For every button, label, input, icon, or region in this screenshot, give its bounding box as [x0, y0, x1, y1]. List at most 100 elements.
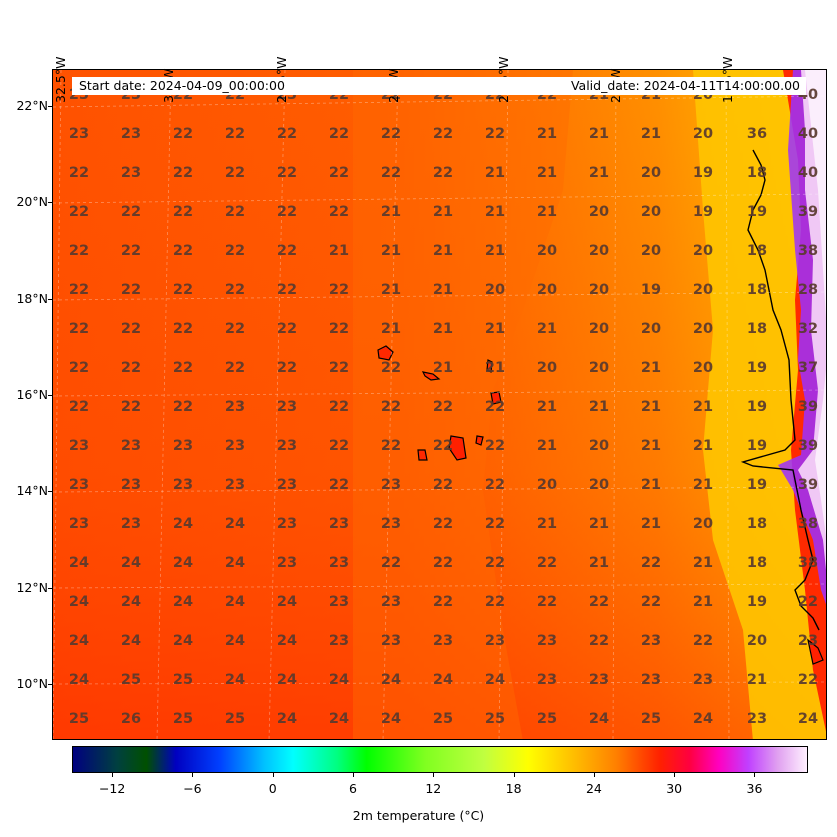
lat-tick-label: 12°N: [16, 580, 48, 595]
grid-temperature-value: 22: [484, 399, 506, 415]
grid-temperature-value: 22: [328, 165, 350, 181]
island-maio: [475, 435, 484, 446]
grid-temperature-value: 26: [120, 711, 142, 727]
lat-tick-mark: [48, 684, 52, 685]
grid-temperature-value: 22: [484, 438, 506, 454]
grid-temperature-value: 21: [432, 321, 454, 337]
grid-temperature-value: 22: [432, 126, 454, 142]
grid-temperature-value: 23: [120, 438, 142, 454]
grid-temperature-value: 21: [640, 477, 662, 493]
grid-temperature-value: 20: [692, 516, 714, 532]
grid-temperature-value: 20: [536, 282, 558, 298]
grid-temperature-value: 24: [224, 633, 246, 649]
grid-temperature-value: 23: [380, 516, 402, 532]
grid-temperature-value: 24: [276, 633, 298, 649]
grid-temperature-value: 18: [746, 321, 768, 337]
grid-temperature-value: 21: [640, 360, 662, 376]
grid-temperature-value: 25: [120, 672, 142, 688]
grid-temperature-value: 21: [380, 282, 402, 298]
meridian-22-5: [498, 70, 509, 739]
grid-temperature-value: 24: [328, 672, 350, 688]
grid-temperature-value: 22: [120, 243, 142, 259]
grid-temperature-value: 21: [746, 672, 768, 688]
grid-temperature-value: 19: [746, 594, 768, 610]
grid-temperature-value: 21: [692, 399, 714, 415]
grid-temperature-value: 22: [588, 633, 610, 649]
grid-temperature-value: 20: [588, 204, 610, 220]
grid-temperature-value: 21: [536, 321, 558, 337]
grid-temperature-value: 22: [380, 126, 402, 142]
coastal-islands: [807, 638, 824, 665]
grid-temperature-value: 23: [536, 672, 558, 688]
grid-temperature-value: 23: [172, 438, 194, 454]
grid-temperature-value: 22: [172, 399, 194, 415]
grid-temperature-value: 22: [276, 204, 298, 220]
grid-temperature-value: 39: [797, 438, 819, 454]
meridian-27-5: [268, 70, 286, 739]
grid-temperature-value: 22: [68, 399, 90, 415]
grid-temperature-value: 22: [380, 555, 402, 571]
grid-temperature-value: 38: [797, 555, 819, 571]
grid-temperature-value: 22: [224, 243, 246, 259]
grid-temperature-value: 39: [797, 477, 819, 493]
grid-temperature-value: 21: [536, 399, 558, 415]
lat-tick-mark: [48, 299, 52, 300]
grid-temperature-value: 21: [692, 438, 714, 454]
island-santiago: [448, 435, 467, 461]
island-sal: [486, 359, 493, 373]
grid-temperature-value: 20: [588, 477, 610, 493]
grid-temperature-value: 24: [692, 711, 714, 727]
grid-temperature-value: 22: [328, 438, 350, 454]
grid-temperature-value: 21: [588, 126, 610, 142]
colorbar-tick-mark: [513, 773, 515, 777]
valid-date-label: Valid_date: 2024-04-11T14:00:00.00: [570, 78, 800, 93]
grid-temperature-value: 20: [640, 321, 662, 337]
grid-temperature-value: 21: [484, 243, 506, 259]
colorbar-tick-label: 30: [666, 781, 683, 796]
lat-tick-label: 14°N: [16, 483, 48, 498]
colorbar-title: 2m temperature (°C): [352, 808, 485, 823]
grid-temperature-value: 21: [588, 399, 610, 415]
grid-temperature-value: 39: [797, 204, 819, 220]
grid-temperature-value: 20: [484, 282, 506, 298]
grid-temperature-value: 22: [432, 594, 454, 610]
colorbar-tick-label: 36: [746, 781, 763, 796]
grid-temperature-value: 23: [276, 438, 298, 454]
colorbar-tick-label: −6: [183, 781, 202, 796]
grid-temperature-value: 21: [328, 243, 350, 259]
grid-temperature-value: 18: [746, 243, 768, 259]
island-sao-nicolau: [421, 371, 441, 381]
grid-temperature-value: 22: [432, 438, 454, 454]
grid-temperature-value: 23: [640, 633, 662, 649]
lon-tick-label: 17.5°W: [720, 6, 736, 103]
grid-temperature-value: 22: [328, 360, 350, 376]
grid-temperature-value: 21: [432, 360, 454, 376]
grid-temperature-value: 23: [68, 438, 90, 454]
colorbar-tick-mark: [353, 773, 355, 777]
grid-temperature-value: 23: [797, 633, 819, 649]
grid-temperature-value: 20: [692, 243, 714, 259]
grid-temperature-value: 24: [276, 594, 298, 610]
grid-temperature-value: 22: [432, 399, 454, 415]
grid-temperature-value: 21: [484, 360, 506, 376]
grid-temperature-value: 22: [484, 555, 506, 571]
grid-temperature-value: 23: [276, 477, 298, 493]
grid-temperature-value: 23: [224, 438, 246, 454]
meridian-30: [156, 70, 172, 739]
grid-temperature-value: 24: [68, 633, 90, 649]
grid-temperature-value: 24: [172, 555, 194, 571]
grid-temperature-value: 22: [172, 165, 194, 181]
grid-temperature-value: 23: [68, 126, 90, 142]
grid-temperature-value: 22: [380, 399, 402, 415]
grid-temperature-value: 19: [746, 399, 768, 415]
grid-temperature-value: 19: [640, 282, 662, 298]
lat-tick-label: 10°N: [16, 676, 48, 691]
grid-temperature-value: 20: [640, 165, 662, 181]
grid-temperature-value: 23: [380, 477, 402, 493]
grid-temperature-value: 21: [588, 165, 610, 181]
grid-temperature-value: 19: [692, 204, 714, 220]
grid-temperature-value: 22: [588, 594, 610, 610]
grid-temperature-value: 22: [328, 126, 350, 142]
lat-tick-mark: [48, 395, 52, 396]
grid-temperature-value: 22: [328, 399, 350, 415]
